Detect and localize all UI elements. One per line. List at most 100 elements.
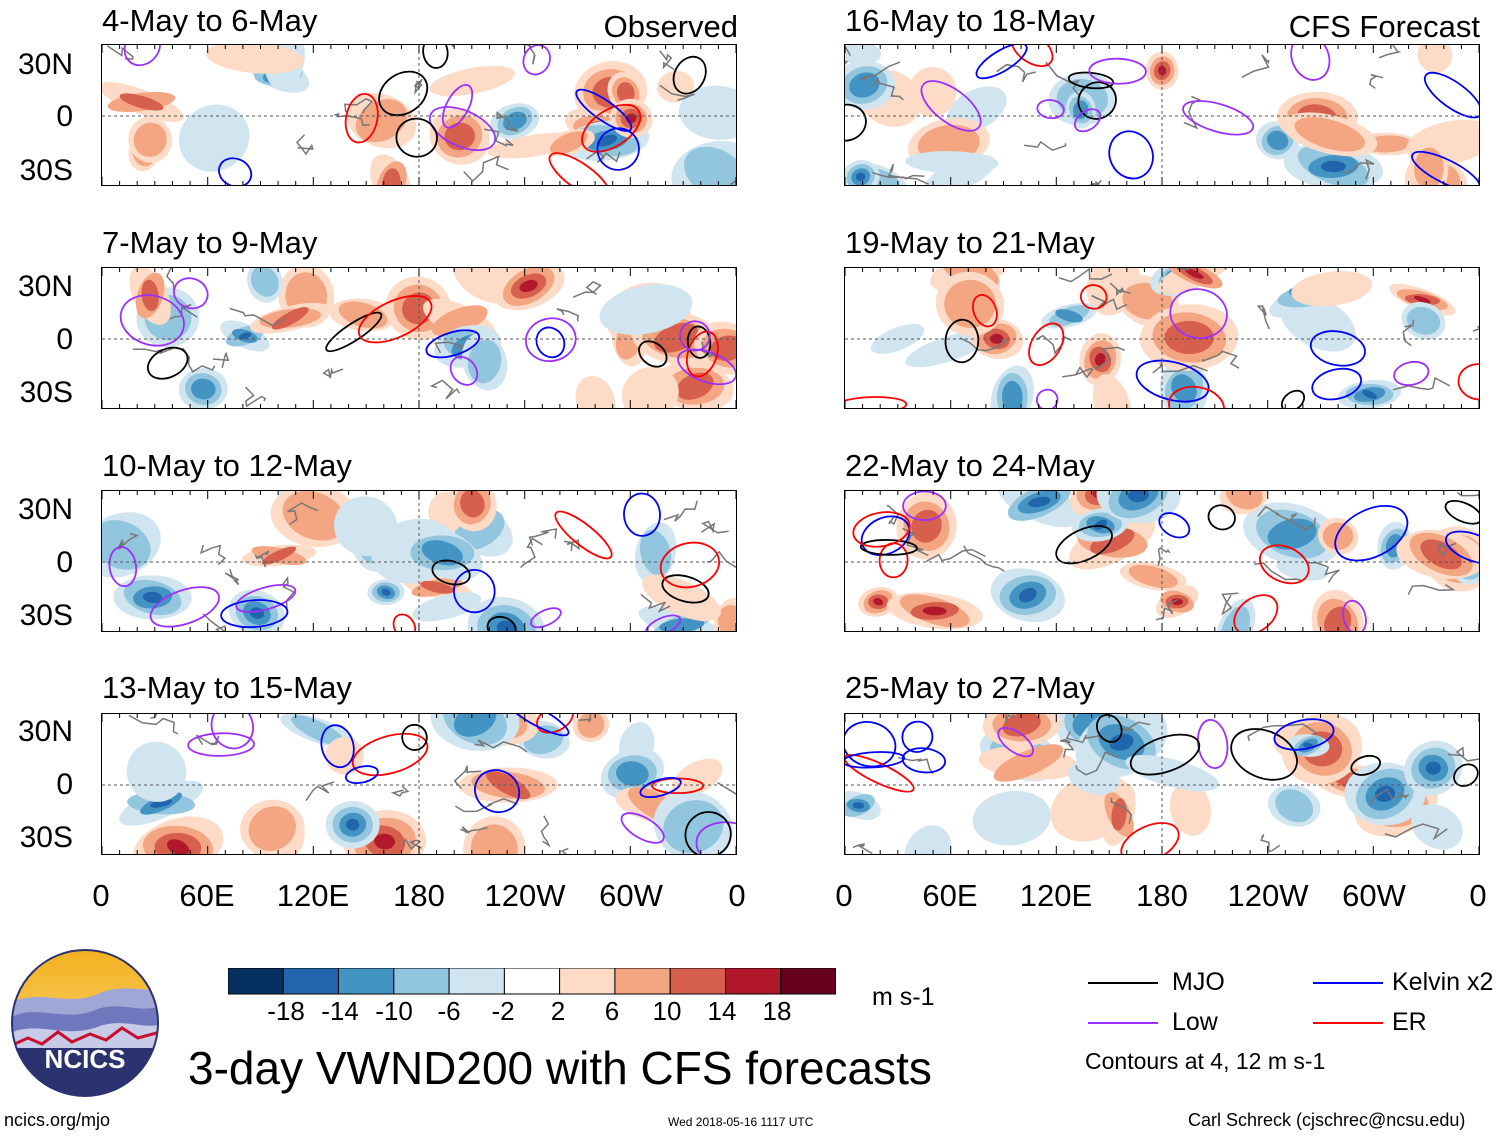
y-label-30s-row1: 30S [19,154,73,187]
kelvin-contour [1108,130,1154,180]
kelvin-contour [320,724,355,769]
er-contour [548,152,611,185]
map-panel-observed-2 [101,267,737,409]
negative-anomaly [1068,759,1119,795]
low-contour [428,106,497,152]
er-contour [971,294,998,328]
map-canvas [845,268,1479,408]
kelvin-contour [1311,367,1363,401]
mjo-contour [422,45,449,69]
low-contour [902,491,947,522]
colorbar-swatch [228,968,284,995]
coastline [287,502,319,526]
map-canvas [102,714,736,854]
footer-author: Carl Schreck (cjschrec@ncsu.edu) [1188,1110,1466,1130]
negative-anomaly [191,378,216,400]
positive-anomaly [1185,268,1204,279]
kelvin-contour [901,720,934,753]
y-label-eq-row3: 0 [56,546,73,579]
low-contour [1182,100,1255,136]
kelvin-contour [1273,718,1335,751]
positive-anomaly [549,131,588,155]
coastline [401,838,423,850]
negative-anomaly [659,618,705,631]
negative-anomaly [1375,785,1395,802]
x-label-left-180: 180 [393,878,445,913]
positive-anomaly [993,744,1064,782]
panel-title-right-4: 25-May to 27-May [845,670,1095,705]
coastline [254,550,270,568]
positive-anomaly [577,714,605,738]
colorbar-label-1: -18 [267,996,305,1026]
coastline [860,61,901,80]
coastline [1005,714,1015,723]
negative-anomaly [1055,309,1083,323]
legend-label-kelvin: Kelvin x2 [1392,968,1494,996]
negative-anomaly [905,151,999,174]
positive-anomaly [338,301,388,329]
ncics-logo: NCICS [11,949,159,1097]
coastline [887,163,929,185]
mjo-contour [638,340,668,368]
positive-anomaly [717,605,736,631]
positive-anomaly [1291,271,1373,307]
negative-anomaly [381,588,391,596]
x-label-left-360: 0 [728,878,746,913]
y-label-30n-row2: 30N [17,270,73,303]
negative-anomaly [1125,755,1220,792]
footer-url[interactable]: ncics.org/mjo [4,1110,111,1130]
negative-anomaly [852,802,865,809]
mjo-contour [845,103,867,142]
coastline [1095,346,1125,370]
coastline [229,307,286,327]
positive-anomaly [908,67,957,117]
coastline [663,500,699,522]
colorbar-label-3: -10 [375,996,413,1026]
mjo-contour [672,55,707,95]
er-contour [845,754,915,793]
coastline [474,739,528,753]
positive-anomaly [1169,781,1212,836]
positive-anomaly [654,322,699,353]
contour-note: Contours at 4, 12 m s-1 [1085,1048,1326,1074]
coastline [1241,54,1270,78]
map-canvas [845,491,1479,631]
coastline [1257,505,1298,522]
coastline [996,63,1037,83]
legend-line-mjo [1088,982,1158,984]
map-panel-forecast-3 [844,490,1480,632]
coastline [1402,319,1415,347]
coastline [1256,305,1271,330]
coastline [845,46,852,65]
coastline [659,50,675,71]
coastline [520,537,543,569]
colorbar-swatch [559,968,616,995]
er-contour [852,511,911,548]
coastline [1152,361,1208,374]
positive-anomaly [1171,598,1183,606]
kelvin-contour [860,515,911,556]
panel-title-right-3: 22-May to 24-May [845,448,1095,483]
colorbar-label-8: 10 [652,996,682,1026]
coastline [1176,268,1228,271]
coastline [455,797,518,813]
low-contour [1169,288,1228,339]
mjo-contour [1280,389,1306,408]
low-contour [235,583,297,613]
map-canvas [102,491,736,631]
mjo-contour [661,574,710,604]
colorbar-swatch [780,968,836,995]
negative-anomaly [346,818,360,831]
positive-anomaly [873,598,884,606]
map-canvas [845,714,1479,854]
coastline [344,97,374,114]
y-label-30n-row4: 30N [17,715,73,748]
positive-anomaly [431,305,488,337]
positive-anomaly [470,824,518,854]
legend-line-er [1313,1022,1383,1024]
positive-anomaly [271,307,309,330]
coastline [1058,268,1113,283]
kelvin-contour [1309,330,1366,367]
coastline [463,155,509,183]
positive-anomaly [621,366,679,408]
